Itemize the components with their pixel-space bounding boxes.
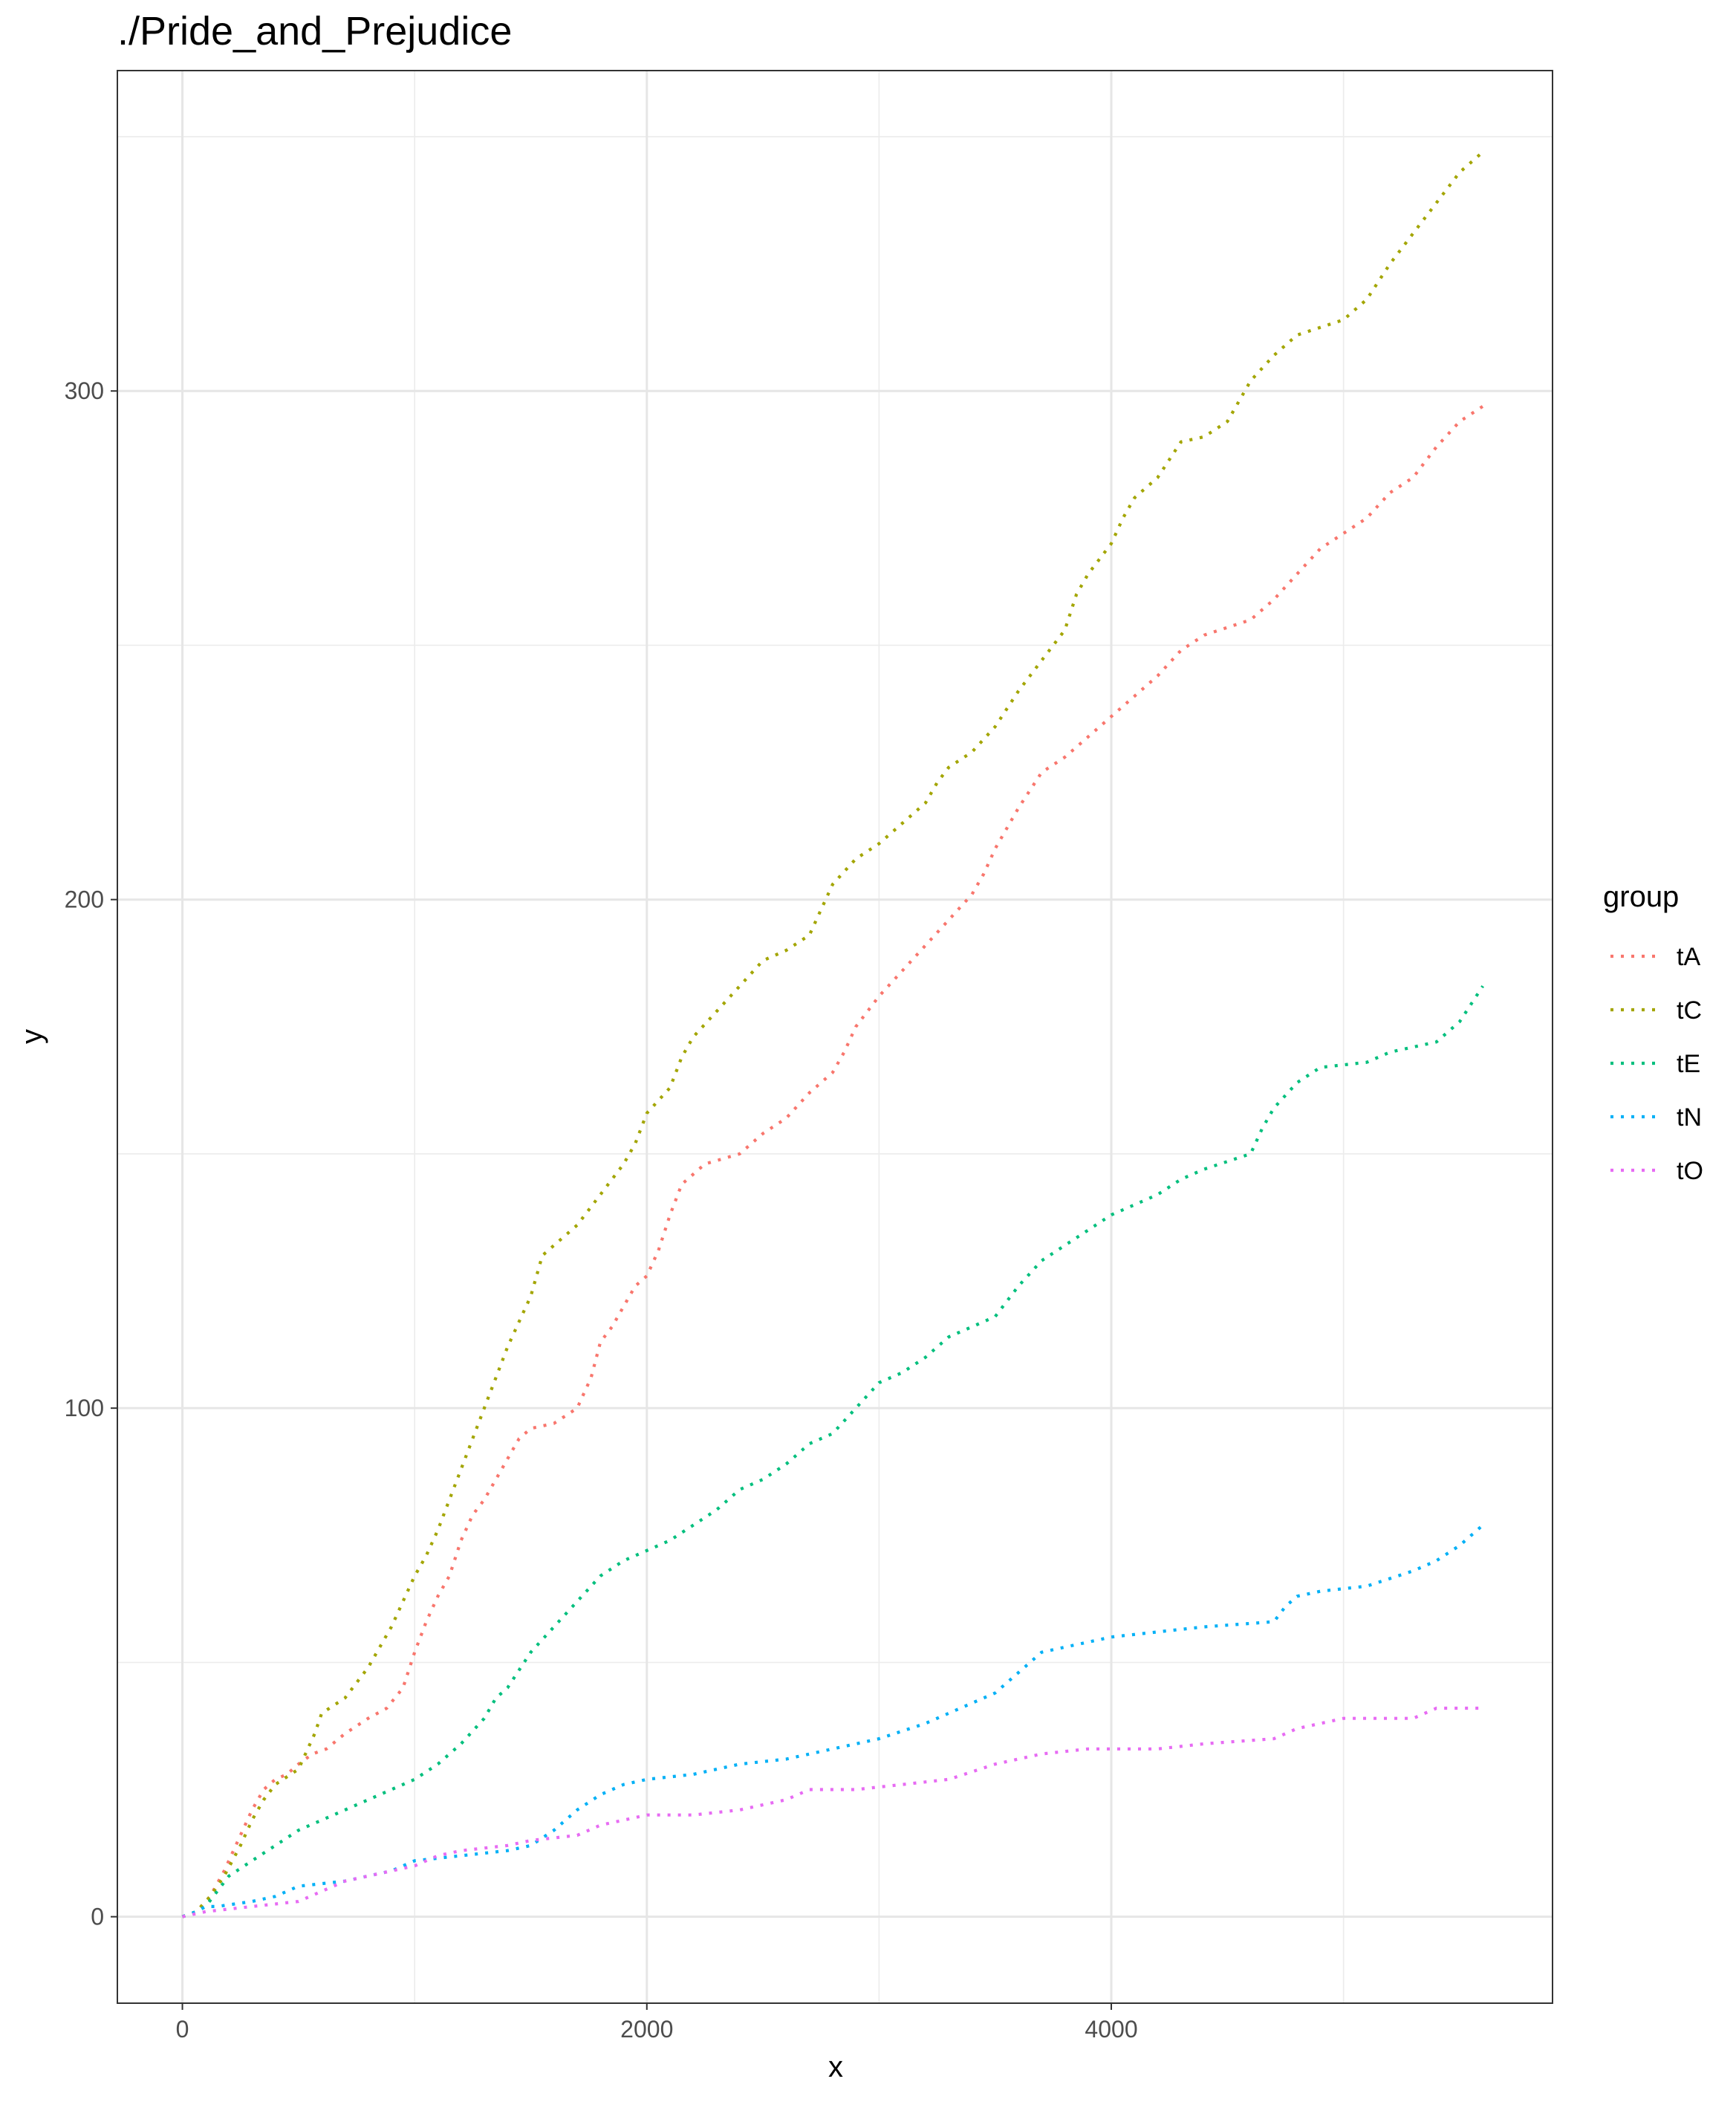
y-axis-ticks: 0 100 200 300 <box>65 377 117 1930</box>
y-tick-label: 200 <box>65 886 104 913</box>
y-axis-label: y <box>16 1029 48 1044</box>
y-tick-label: 300 <box>65 377 104 404</box>
y-tick-label: 0 <box>91 1904 104 1930</box>
legend-label-tO: tO <box>1677 1157 1703 1185</box>
x-tick-label: 0 <box>176 2016 189 2043</box>
legend-label-tA: tA <box>1677 943 1700 971</box>
y-tick-label: 100 <box>65 1395 104 1421</box>
series-line-tE <box>181 984 1484 1918</box>
series-line-tC <box>181 150 1484 1918</box>
x-tick-label: 4000 <box>1085 2016 1137 2043</box>
series-line-tN <box>181 1524 1484 1918</box>
legend-title: group <box>1603 880 1679 913</box>
plot-panel-border <box>117 70 1553 2004</box>
series-line-tA <box>181 405 1484 1918</box>
x-axis-label: x <box>828 2051 843 2083</box>
legend-label-tE: tE <box>1677 1050 1700 1078</box>
x-tick-label: 2000 <box>620 2016 673 2043</box>
legend-label-tN: tN <box>1677 1103 1702 1132</box>
chart-title: ./Pride_and_Prejudice <box>117 9 512 53</box>
grid <box>117 71 1553 2003</box>
series-lines <box>181 150 1484 1918</box>
legend: group tA tC tE tN tO <box>1603 880 1703 1185</box>
legend-label-tC: tC <box>1677 996 1702 1025</box>
series-line-tO <box>182 1706 1483 1918</box>
x-axis-ticks: 0 2000 4000 <box>176 2003 1138 2043</box>
